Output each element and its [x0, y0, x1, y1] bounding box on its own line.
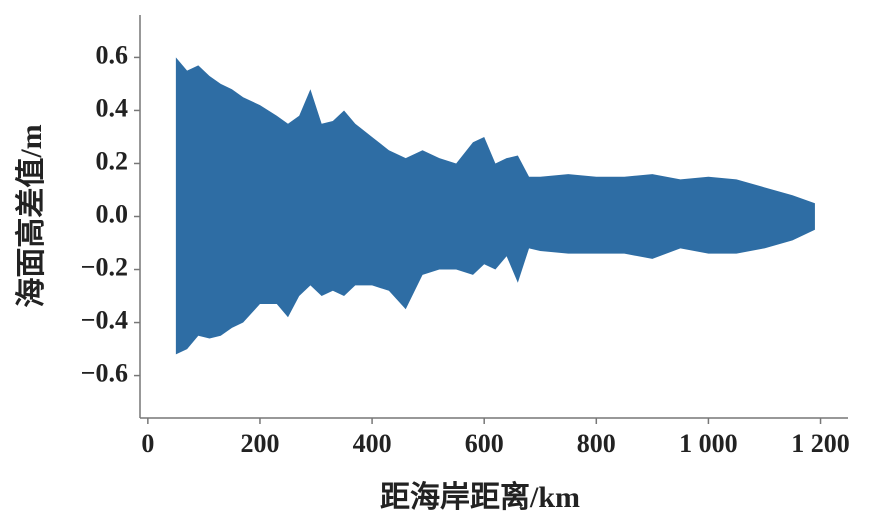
- x-tick-label: 0: [141, 429, 154, 458]
- y-tick-label: −0.4: [81, 306, 128, 335]
- y-axis-label: 海面高差值/m: [15, 124, 48, 307]
- y-tick-label: 0.2: [96, 146, 129, 175]
- x-tick-label: 800: [577, 429, 616, 458]
- x-tick-label: 600: [465, 429, 504, 458]
- x-tick-label: 1 200: [791, 429, 850, 458]
- x-axis-label: 距海岸距离/km: [380, 481, 580, 514]
- y-tick-label: −0.2: [81, 252, 128, 281]
- data-cloud: [175, 57, 815, 355]
- x-tick-label: 200: [240, 429, 279, 458]
- x-tick-label: 1 000: [679, 429, 738, 458]
- y-tick-label: 0.0: [96, 199, 129, 228]
- y-tick-label: 0.4: [96, 93, 129, 122]
- x-tick-label: 400: [353, 429, 392, 458]
- y-tick-label: −0.6: [81, 359, 128, 388]
- y-tick-label: 0.6: [96, 40, 129, 69]
